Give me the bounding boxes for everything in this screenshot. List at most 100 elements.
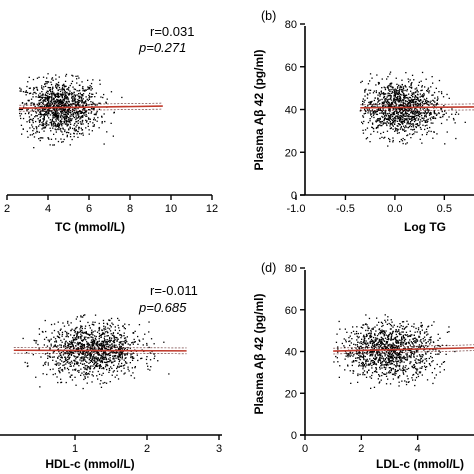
data-point	[378, 118, 380, 120]
data-point	[67, 356, 69, 358]
data-point	[87, 88, 89, 90]
data-point	[26, 130, 28, 133]
data-point	[55, 115, 57, 118]
data-point	[91, 341, 93, 344]
data-point	[407, 120, 409, 122]
data-point	[104, 352, 106, 354]
data-point	[39, 99, 41, 101]
data-point	[391, 356, 393, 358]
data-point	[417, 99, 419, 101]
data-point	[365, 88, 367, 90]
data-point	[91, 323, 93, 325]
data-point	[66, 335, 68, 337]
data-point	[400, 127, 402, 129]
data-point	[76, 370, 79, 372]
data-point	[390, 119, 392, 121]
data-point	[85, 119, 87, 121]
data-point	[384, 100, 386, 102]
data-point	[416, 123, 418, 125]
data-point	[133, 338, 135, 341]
data-point	[395, 353, 397, 355]
data-point	[416, 102, 419, 104]
data-point	[451, 113, 453, 115]
data-point	[381, 330, 383, 332]
data-point	[416, 345, 418, 348]
data-point	[384, 88, 387, 91]
data-point	[62, 354, 65, 356]
data-point	[397, 346, 399, 348]
data-point	[63, 89, 65, 92]
data-point	[87, 372, 89, 375]
data-point	[396, 325, 399, 328]
data-point	[376, 344, 378, 346]
data-point	[127, 352, 129, 354]
data-point	[395, 345, 397, 347]
data-point	[58, 364, 60, 366]
data-point	[404, 327, 406, 329]
data-point	[366, 127, 369, 129]
data-point	[409, 330, 411, 332]
data-point	[77, 332, 79, 335]
data-point	[402, 334, 404, 337]
data-point	[53, 114, 56, 116]
data-point	[66, 351, 68, 353]
data-point	[398, 352, 401, 355]
data-point	[376, 337, 378, 339]
data-point	[432, 99, 434, 101]
data-point	[398, 111, 400, 114]
data-point	[79, 105, 81, 107]
data-point	[392, 121, 394, 123]
data-point	[426, 90, 428, 92]
data-point	[113, 345, 116, 347]
data-point	[87, 86, 89, 88]
data-point	[89, 118, 91, 120]
data-point	[78, 337, 80, 339]
data-point	[404, 139, 406, 141]
data-point	[453, 119, 455, 121]
data-point	[339, 328, 341, 330]
data-point	[409, 339, 411, 341]
y-tick-label: 60	[285, 305, 297, 317]
data-point	[391, 92, 393, 94]
data-point	[430, 112, 432, 114]
data-point	[404, 115, 406, 117]
data-point	[395, 89, 397, 91]
data-point	[124, 341, 127, 344]
data-point	[51, 332, 53, 334]
data-point	[415, 371, 417, 373]
data-point	[378, 375, 381, 377]
data-point	[75, 126, 77, 128]
data-point	[41, 97, 43, 100]
data-point	[399, 104, 401, 106]
data-point	[407, 367, 410, 370]
data-point	[56, 116, 58, 118]
data-point	[53, 350, 55, 353]
data-point	[415, 112, 417, 114]
data-point	[415, 338, 417, 340]
data-point	[111, 322, 113, 324]
data-point	[415, 87, 418, 89]
data-point	[415, 110, 417, 113]
data-point	[99, 364, 101, 366]
data-point	[97, 363, 99, 365]
data-point	[454, 122, 456, 124]
data-point	[409, 344, 411, 346]
data-point	[104, 343, 106, 345]
data-point	[39, 386, 41, 388]
data-point	[410, 108, 413, 110]
data-point	[62, 117, 64, 119]
stat-p-tc: p=0.271	[138, 40, 186, 55]
data-point	[60, 108, 63, 110]
data-point	[58, 108, 60, 110]
data-point	[73, 355, 75, 357]
data-point	[113, 340, 115, 342]
data-point	[148, 321, 150, 323]
data-point	[70, 322, 72, 324]
data-point	[426, 334, 428, 336]
data-point	[390, 99, 393, 101]
data-point	[77, 111, 79, 113]
data-point	[362, 100, 364, 102]
data-point	[85, 355, 87, 357]
data-point	[426, 124, 428, 126]
data-point	[46, 77, 48, 79]
